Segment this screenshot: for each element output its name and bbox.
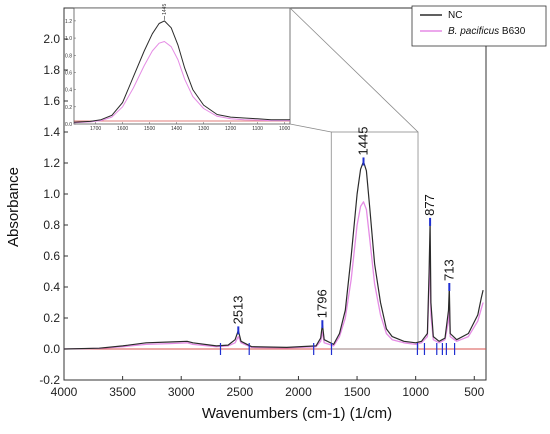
x-tick-label: 3500 xyxy=(109,385,136,399)
x-axis-label: Wavenumbers (cm-1) (1/cm) xyxy=(202,405,392,422)
peak-label: 713 xyxy=(441,259,456,281)
inset-y-tick-label: 0.0 xyxy=(65,122,72,128)
y-tick-label: 1.4 xyxy=(43,125,60,139)
series-line-b-pacificus xyxy=(63,201,484,350)
y-tick-label: 0.6 xyxy=(43,249,60,263)
y-tick-label: 1.8 xyxy=(43,63,60,77)
connector-line xyxy=(289,123,332,133)
y-tick-label: 0.2 xyxy=(43,311,60,325)
inset-y-tick-label: 0.6 xyxy=(65,70,72,76)
y-tick-label: 0.0 xyxy=(43,342,60,356)
inset-x-tick-label: 1400 xyxy=(171,126,182,132)
x-tick-label: 500 xyxy=(464,385,484,399)
x-tick-label: 2500 xyxy=(226,385,253,399)
y-tick-label: 1.2 xyxy=(43,156,60,170)
inset-y-tick-label: 1.0 xyxy=(65,36,72,42)
x-tick-label: 3000 xyxy=(168,385,195,399)
inset-x-tick-label: 1500 xyxy=(144,126,155,132)
x-tick-label: 4000 xyxy=(51,385,78,399)
legend: NC B. pacificus B630 xyxy=(411,5,547,47)
inset-series-line-nc xyxy=(73,20,290,123)
inset-plot-area: 0.0 0.2 0.4 0.6 0.8 1.0 1.2 1700 1600 1500 1400 130… xyxy=(65,4,419,133)
y-tick-label: 1.0 xyxy=(43,187,60,201)
legend-entry-text: NC xyxy=(448,10,462,21)
inset-frame xyxy=(73,7,291,125)
peak-label: 1445 xyxy=(356,127,371,156)
x-tick-label: 1500 xyxy=(344,385,371,399)
main-plot-area: -0.2 0.0 0.2 0.4 0.6 0.8 1.0 1.2 1.4 1.6 1.8 2.0 400… xyxy=(39,7,487,399)
peak-label: 2513 xyxy=(230,295,245,324)
y-tick-label: 0.4 xyxy=(43,280,60,294)
legend-entry: NC xyxy=(448,10,462,21)
y-tick-label: 2.0 xyxy=(43,32,60,46)
x-tick-label: 2000 xyxy=(285,385,312,399)
inset-peak-label: 1445 xyxy=(162,4,168,15)
peak-label: 877 xyxy=(422,194,437,216)
legend-entry-text: B630 xyxy=(499,26,526,37)
series-line-nc xyxy=(63,160,484,350)
connector-line xyxy=(289,7,419,133)
y-tick-label: 1.6 xyxy=(43,94,60,108)
inset-y-tick-label: 1.2 xyxy=(65,19,72,25)
y-tick-label: 0.8 xyxy=(43,218,60,232)
inset-series-line-b-pacificus xyxy=(73,41,290,124)
inset-x-tick-label: 1700 xyxy=(90,126,101,132)
inset-x-tick-label: 1100 xyxy=(252,126,263,132)
inset-x-tick-label: 1600 xyxy=(117,126,128,132)
x-tick-label: 1000 xyxy=(402,385,429,399)
peak-label: 1796 xyxy=(314,289,329,318)
inset-x-tick-label: 1300 xyxy=(198,126,209,132)
inset-x-tick-label: 1200 xyxy=(225,126,236,132)
inset-y-tick-label: 0.8 xyxy=(65,53,72,59)
legend-box xyxy=(411,5,547,47)
y-axis-label: Absorbance xyxy=(5,167,22,247)
inset-x-tick-label: 1000 xyxy=(279,126,290,132)
y-tick-label: -0.2 xyxy=(39,373,60,387)
inset-y-tick-label: 0.2 xyxy=(65,105,72,111)
legend-entry: B. pacificus B630 xyxy=(448,26,526,37)
legend-entry-italic: B. pacificus xyxy=(448,26,499,37)
zoom-box xyxy=(330,131,419,350)
inset-y-tick-label: 0.4 xyxy=(65,88,72,94)
